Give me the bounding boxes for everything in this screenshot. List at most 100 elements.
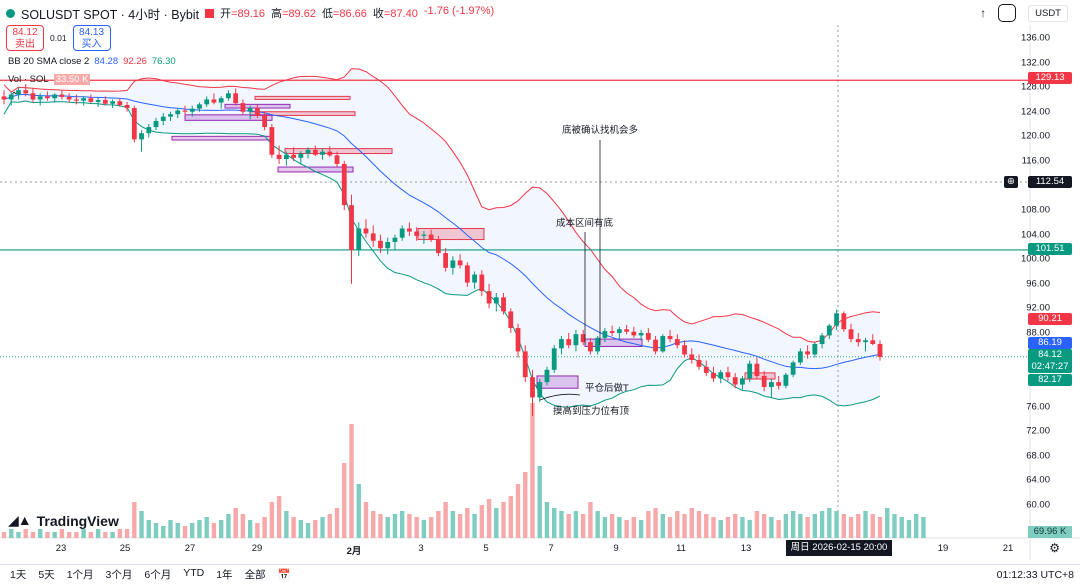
timeframe-button[interactable]: 全部	[244, 569, 266, 581]
timeframe-button[interactable]: 1天	[10, 569, 27, 581]
volume-legend[interactable]: Vol · SOL 33.50 K	[8, 74, 91, 85]
annotation-cost-zone[interactable]: 成本区间有底	[556, 218, 614, 229]
buy-button[interactable]: 84.13 买入	[72, 25, 111, 51]
volume-bar	[407, 514, 412, 538]
bb-basis-price-tag: 86.19	[1028, 337, 1072, 349]
volume-bar	[356, 484, 361, 538]
horizontal-levels[interactable]	[0, 79, 1030, 358]
candle-body	[631, 331, 637, 336]
candle-body	[580, 334, 586, 343]
volume-bar	[450, 511, 456, 538]
candle-body	[747, 363, 753, 379]
candle-body	[674, 339, 680, 346]
volume-bar	[892, 514, 897, 538]
volume-bar	[783, 514, 789, 538]
gear-icon[interactable]: ⚙	[1049, 541, 1060, 555]
annotation-touch-resistance[interactable]: 摸高到压力位有顶	[553, 406, 630, 417]
chevron-up-icon[interactable]: ⌃	[10, 91, 19, 102]
volume-bar	[776, 520, 781, 538]
x-axis-tick-label: 13	[740, 543, 752, 554]
candle-body	[320, 151, 325, 155]
open-value: =89.16	[231, 8, 266, 20]
calendar-icon[interactable]: 📅	[277, 569, 291, 581]
candle-body	[877, 344, 883, 357]
volume-bar	[276, 496, 282, 538]
high-value: =89.62	[282, 8, 316, 20]
open-label: 开	[220, 8, 232, 20]
last-price: 84.12	[1038, 349, 1062, 360]
volume-bar	[291, 517, 296, 538]
volume-bar	[30, 532, 36, 538]
timeframe-button[interactable]: 5天	[38, 569, 55, 581]
candle-body	[182, 110, 188, 112]
y-axis-tick-label: 108.00	[1020, 204, 1050, 216]
timeframe-button[interactable]: 1年	[216, 569, 233, 581]
candle-body	[783, 374, 789, 386]
timeframe-button[interactable]: 6个月	[144, 569, 172, 581]
bb-legend[interactable]: BB 20 SMA close 2 84.28 92.26 76.30	[8, 56, 176, 67]
annotation-bottom-confirm[interactable]: 底被确认找机会多	[562, 125, 639, 136]
volume-bar	[711, 517, 716, 538]
x-axis-tick-label: 2月	[346, 546, 362, 557]
timeframe-button[interactable]: 3个月	[105, 569, 133, 581]
candle-body	[327, 151, 333, 156]
candle-body	[761, 375, 767, 388]
candle-body	[855, 339, 861, 343]
candle-body	[399, 228, 405, 238]
candle-body	[370, 233, 376, 241]
candle-body	[645, 332, 651, 340]
tradingview-logo[interactable]: ◢▲ TradingView	[8, 512, 119, 529]
candle-body	[544, 369, 550, 383]
x-axis-tick-label: 5	[483, 543, 489, 554]
market-status-icon	[6, 8, 15, 18]
candle-body	[45, 96, 50, 99]
x-axis-tick-label: 19	[937, 543, 949, 554]
crosshair-price-tag: 112.54	[1028, 176, 1072, 188]
x-axis-tick-label: 11	[676, 543, 686, 554]
arrow-up-icon[interactable]: ↑	[980, 6, 987, 20]
candle-body	[117, 101, 123, 105]
volume-bar	[573, 511, 579, 538]
volume-bar	[240, 514, 246, 538]
candle-body	[8, 94, 14, 100]
volume-bar	[190, 523, 195, 538]
demand-zone	[171, 135, 273, 141]
volume-bar	[769, 517, 774, 538]
volume-bar	[436, 511, 441, 538]
volume-bar	[399, 511, 405, 538]
sell-button[interactable]: 84.12 卖出	[6, 25, 44, 51]
volume-bar	[906, 520, 912, 538]
screenshot-icon[interactable]	[998, 4, 1017, 22]
timeframe-button[interactable]: YTD	[183, 567, 205, 579]
candle-body	[168, 114, 173, 117]
volume-bar	[523, 472, 528, 538]
currency-selector[interactable]: USDT	[1028, 4, 1068, 22]
bb-lower-price-tag: 82.17	[1028, 374, 1072, 386]
crosshair-plus-icon[interactable]: ⊕	[1004, 176, 1018, 188]
candle-body	[124, 104, 130, 109]
volume-bar	[414, 517, 419, 538]
candle-body	[616, 329, 622, 333]
volume-bar	[899, 517, 904, 538]
volume-bar	[168, 520, 173, 538]
symbol-title[interactable]: SOLUSDT SPOT · 4小时 · Bybit	[21, 7, 200, 22]
volume-bar	[457, 514, 463, 538]
candle-body	[66, 96, 72, 100]
volume-bar	[848, 517, 854, 538]
clock[interactable]: 01:12:33 UTC+8	[996, 568, 1074, 581]
support-price-tag: 101.51	[1028, 243, 1072, 255]
candle-body	[805, 351, 811, 355]
candlesticks	[1, 84, 883, 416]
candle-body	[653, 339, 658, 352]
candle-body	[457, 260, 463, 266]
timeframe-button[interactable]: 1个月	[66, 569, 94, 581]
annotation-close-t[interactable]: 平仓后做T	[585, 383, 629, 394]
volume-bar	[59, 529, 65, 538]
candle-body	[146, 127, 152, 134]
flag-icon[interactable]	[205, 8, 215, 18]
candle-body	[414, 231, 420, 236]
buy-label: 买入	[81, 39, 102, 50]
volume-bar	[790, 511, 796, 538]
volume-bar	[696, 511, 702, 538]
